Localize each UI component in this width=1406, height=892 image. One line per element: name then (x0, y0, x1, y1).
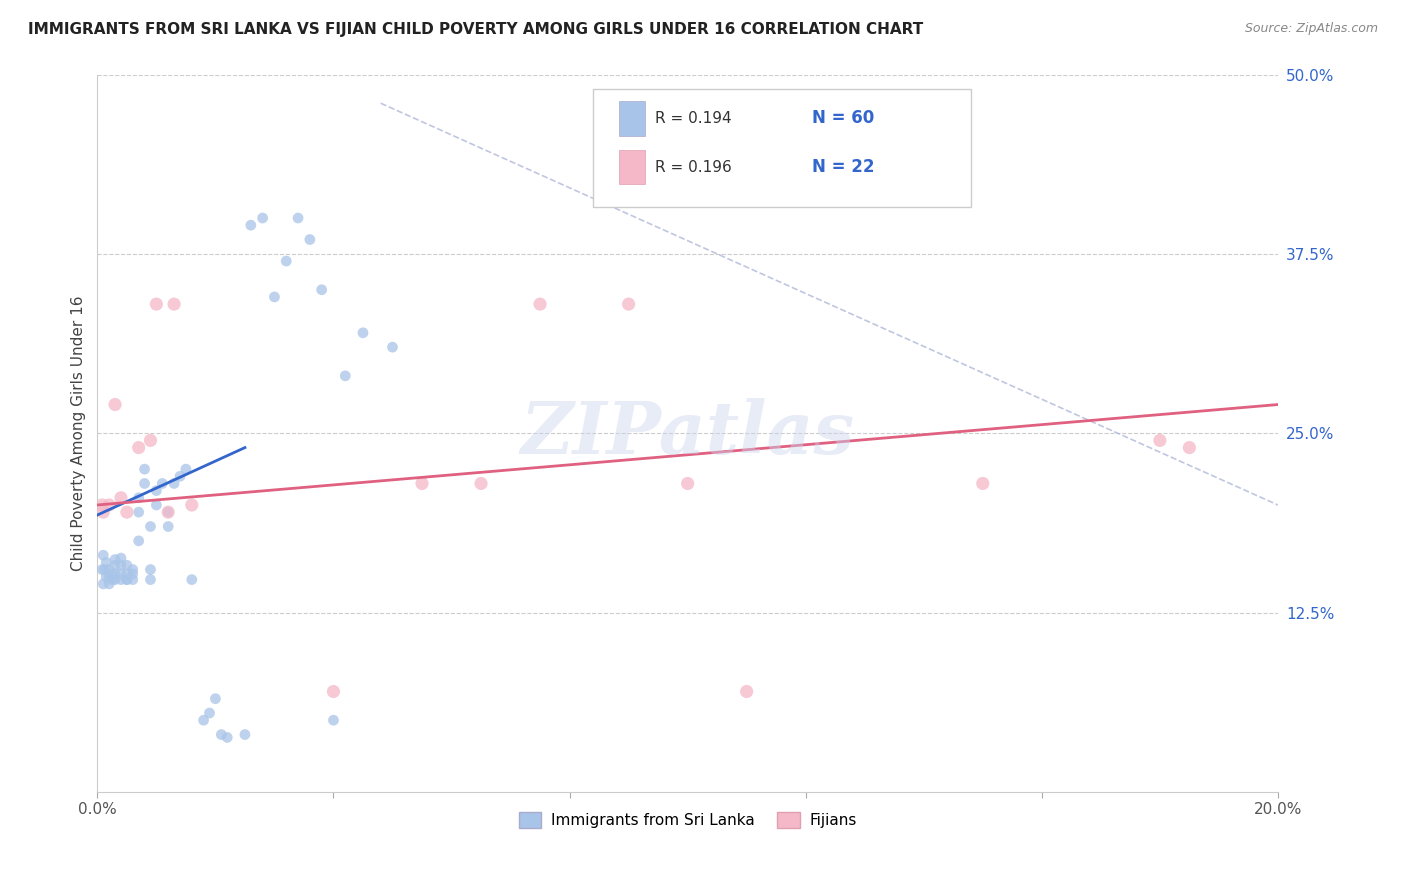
Point (157, 519, 180, 533)
Point (263, 290, 285, 304)
Point (98, 577, 121, 591)
Point (101, 573, 124, 587)
Point (735, 684, 758, 698)
Point (93, 563, 115, 577)
Point (134, 476, 156, 491)
Point (128, 505, 150, 519)
Point (145, 498, 167, 512)
Point (1149, 434, 1171, 448)
Point (204, 691, 226, 706)
Point (180, 498, 202, 512)
Point (121, 563, 143, 577)
Point (115, 505, 138, 519)
Point (287, 211, 309, 225)
Point (139, 563, 162, 577)
Point (150, 476, 173, 491)
Point (180, 573, 202, 587)
Point (322, 713, 344, 727)
Point (128, 441, 150, 455)
Text: ZIPatlas: ZIPatlas (520, 398, 855, 468)
Point (311, 283, 333, 297)
Point (96, 555, 118, 569)
Point (91, 563, 114, 577)
Point (157, 505, 180, 519)
Point (115, 558, 138, 573)
Point (91, 505, 114, 519)
Point (134, 462, 156, 476)
Point (91, 548, 114, 562)
Point (145, 297, 167, 311)
Point (104, 398, 127, 412)
Point (198, 706, 221, 720)
Point (98, 563, 121, 577)
Text: Source: ZipAtlas.com: Source: ZipAtlas.com (1244, 22, 1378, 36)
Point (411, 476, 433, 491)
Point (115, 573, 138, 587)
Point (972, 476, 994, 491)
Point (110, 573, 132, 587)
Point (139, 573, 162, 587)
Text: IMMIGRANTS FROM SRI LANKA VS FIJIAN CHILD POVERTY AMONG GIRLS UNDER 16 CORRELATI: IMMIGRANTS FROM SRI LANKA VS FIJIAN CHIL… (28, 22, 924, 37)
Point (104, 552, 127, 566)
Text: N = 60: N = 60 (811, 110, 875, 128)
Legend: Immigrants from Sri Lanka, Fijians: Immigrants from Sri Lanka, Fijians (512, 806, 863, 835)
Y-axis label: Child Poverty Among Girls Under 16: Child Poverty Among Girls Under 16 (72, 295, 86, 571)
Point (104, 558, 127, 573)
Text: R = 0.196: R = 0.196 (655, 160, 731, 175)
Point (115, 573, 138, 587)
Point (139, 519, 162, 533)
Point (239, 218, 262, 232)
Point (217, 731, 239, 745)
Point (139, 434, 162, 448)
Point (163, 476, 186, 491)
Point (335, 368, 357, 383)
Point (98, 570, 121, 584)
FancyBboxPatch shape (593, 89, 972, 207)
Point (145, 483, 167, 498)
Point (352, 326, 374, 340)
Point (121, 566, 143, 581)
Point (98, 498, 121, 512)
Point (233, 728, 256, 742)
Point (110, 551, 132, 566)
Point (470, 476, 492, 491)
FancyBboxPatch shape (619, 101, 645, 136)
Point (252, 211, 274, 225)
Point (91, 498, 114, 512)
Point (110, 566, 132, 581)
Point (101, 566, 124, 581)
Point (110, 558, 132, 573)
Point (174, 462, 197, 476)
Point (128, 491, 150, 505)
Point (110, 491, 132, 505)
Point (104, 566, 127, 581)
Point (169, 469, 191, 483)
Point (115, 566, 138, 581)
Point (381, 340, 404, 354)
Point (209, 728, 232, 742)
Point (1178, 441, 1201, 455)
Point (529, 297, 551, 311)
Point (157, 505, 180, 519)
Text: N = 22: N = 22 (811, 158, 875, 177)
Point (96, 570, 118, 584)
Point (276, 254, 298, 268)
Point (121, 573, 143, 587)
Point (617, 297, 640, 311)
Point (163, 297, 186, 311)
Point (193, 713, 215, 727)
FancyBboxPatch shape (619, 150, 645, 185)
Point (128, 533, 150, 548)
Point (104, 573, 127, 587)
Text: R = 0.194: R = 0.194 (655, 111, 731, 126)
Point (298, 233, 321, 247)
Point (91, 577, 114, 591)
Point (322, 684, 344, 698)
Point (676, 476, 699, 491)
